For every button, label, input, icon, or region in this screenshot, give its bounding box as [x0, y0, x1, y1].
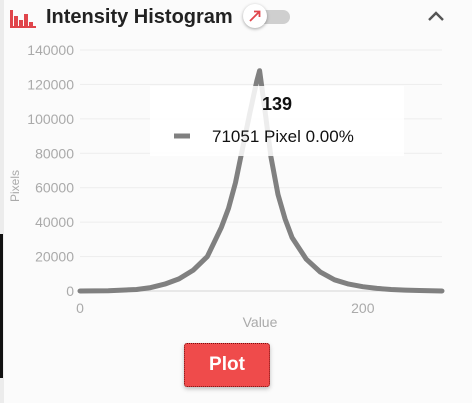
- x-tick-label: 0: [76, 300, 84, 316]
- y-tick-label: 100000: [27, 111, 74, 127]
- x-tick-label: 200: [351, 300, 375, 316]
- arrow-up-right-icon: [249, 10, 261, 22]
- y-tick-label: 120000: [27, 76, 74, 92]
- tooltip-count: 71051: [212, 127, 259, 146]
- plot-button[interactable]: Plot: [184, 343, 270, 387]
- panel-title: Intensity Histogram: [46, 6, 233, 28]
- tooltip-box: [150, 86, 404, 156]
- chevron-up-icon[interactable]: [424, 6, 448, 26]
- histogram-panel: Intensity Histogram 0 20000 40000 60000 8000…: [4, 0, 472, 403]
- tooltip-x-value: 139: [262, 94, 292, 114]
- histogram-chart: 020000400006000080000100000120000140000 …: [8, 42, 445, 330]
- y-axis-label: Pixels: [8, 170, 22, 202]
- histogram-icon: [10, 10, 36, 28]
- left-edge-shadow: [0, 234, 3, 378]
- x-tick-labels: 0 200: [76, 300, 375, 316]
- tooltip: 139 71051 Pixel 0.00%: [150, 86, 404, 156]
- tooltip-values: 71051 Pixel 0.00%: [212, 127, 354, 146]
- y-tick-label: 0: [66, 283, 74, 299]
- y-tick-label: 20000: [35, 249, 74, 265]
- panel-header: Intensity Histogram: [4, 0, 472, 36]
- left-edge: [0, 0, 4, 403]
- y-tick-labels: 0 20000 40000 60000 80000 100000 120000 140000: [27, 42, 74, 299]
- y-tick-label: 40000: [35, 214, 74, 230]
- y-tick-label: 140000: [27, 42, 74, 58]
- tooltip-unit: Pixel: [264, 127, 301, 146]
- x-axis-label: Value: [243, 314, 278, 330]
- y-tick-label: 60000: [35, 180, 74, 196]
- y-tick-label: 80000: [35, 145, 74, 161]
- toggle-knob[interactable]: [243, 4, 267, 28]
- tooltip-percent: 0.00%: [306, 127, 354, 146]
